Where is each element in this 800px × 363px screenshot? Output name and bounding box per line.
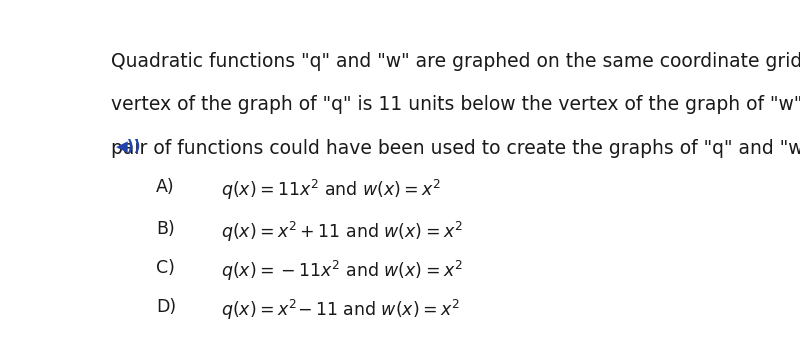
Text: $q(x) = x^{2}\!-11$ and $w(x) = x^{2}$: $q(x) = x^{2}\!-11$ and $w(x) = x^{2}$ (221, 298, 460, 322)
Text: pair of functions could have been used to create the graphs of "q" and "w"?: pair of functions could have been used t… (111, 139, 800, 158)
Text: $q(x) = 11x^{2}$ and $w(x) = x^{2}$: $q(x) = 11x^{2}$ and $w(x) = x^{2}$ (221, 178, 442, 202)
Text: C): C) (156, 259, 174, 277)
Text: $q(x) = -11x^{2}$ and $w(x) = x^{2}$: $q(x) = -11x^{2}$ and $w(x) = x^{2}$ (221, 259, 462, 283)
Text: A): A) (156, 178, 174, 196)
Text: $q(x) = x^{2} + 11$ and $w(x) = x^{2}$: $q(x) = x^{2} + 11$ and $w(x) = x^{2}$ (221, 220, 462, 244)
Text: Quadratic functions "q" and "w" are graphed on the same coordinate grid. the: Quadratic functions "q" and "w" are grap… (111, 52, 800, 71)
Text: D): D) (156, 298, 176, 316)
Text: vertex of the graph of "q" is 11 units below the vertex of the graph of "w". Whi: vertex of the graph of "q" is 11 units b… (111, 95, 800, 114)
Text: ◀)): ◀)) (115, 139, 141, 155)
Text: B): B) (156, 220, 174, 238)
